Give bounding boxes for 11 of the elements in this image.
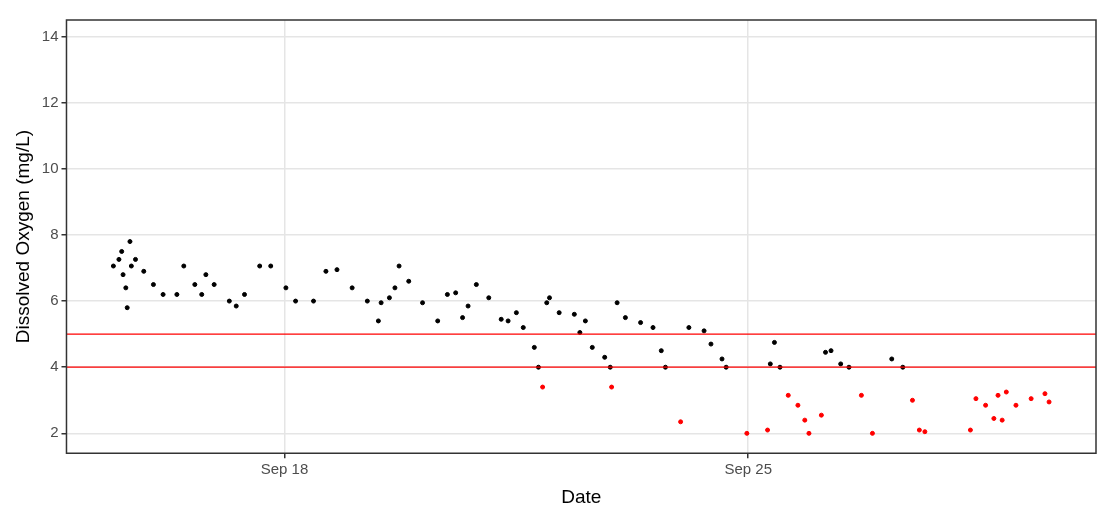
y-tick-label: 12 xyxy=(41,92,59,110)
y-tick-label: 2 xyxy=(50,423,59,441)
x-tick-label: Sep 18 xyxy=(260,460,309,478)
y-tick-label: 10 xyxy=(41,158,59,176)
y-tick-label: 6 xyxy=(50,291,59,309)
y-tick-label: 4 xyxy=(50,357,59,375)
y-tick-label: 14 xyxy=(41,26,59,44)
y-axis-title: Dissolved Oxygen (mg/L) xyxy=(11,129,33,344)
y-tick-label: 8 xyxy=(50,225,59,243)
x-tick-label: Sep 25 xyxy=(724,460,772,478)
x-axis-title: Date xyxy=(561,485,602,507)
